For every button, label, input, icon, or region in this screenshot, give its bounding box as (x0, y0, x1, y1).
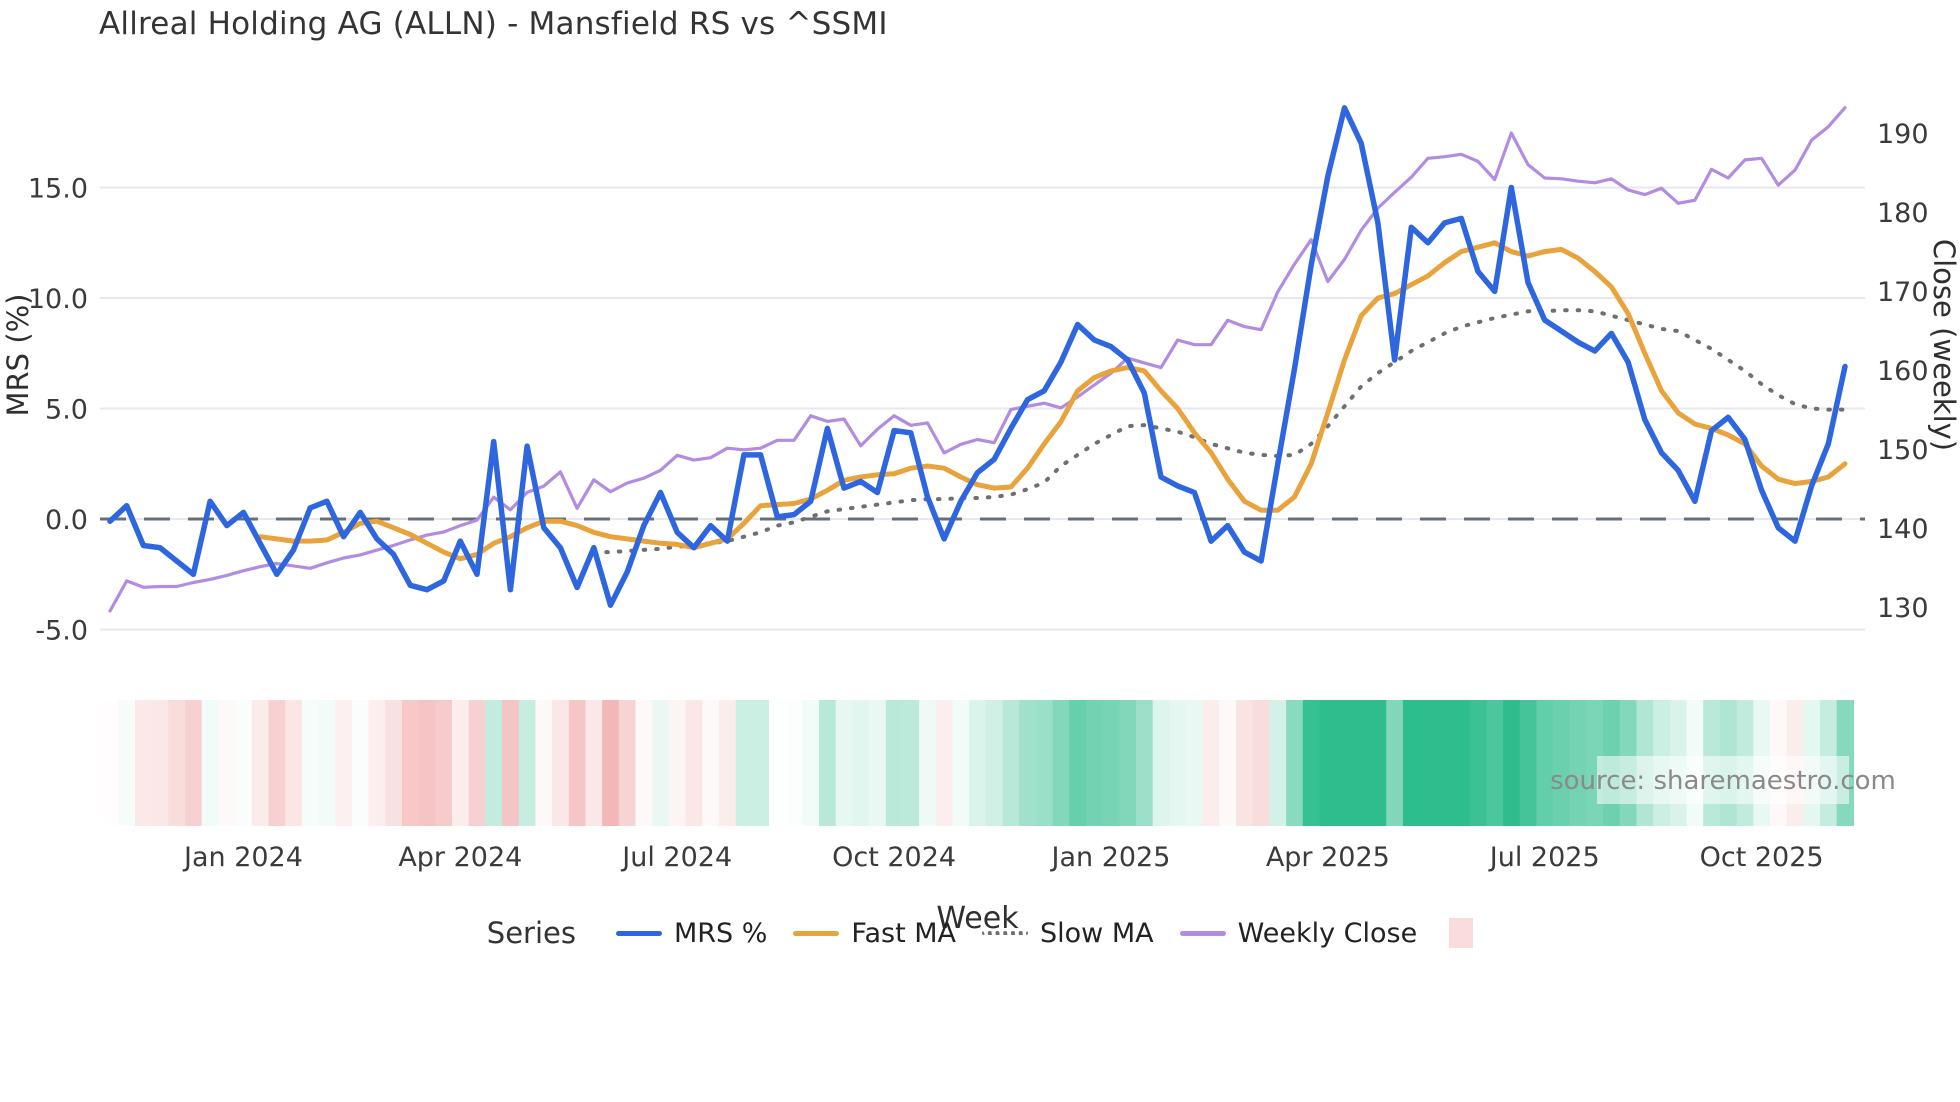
svg-text:130: 130 (1877, 593, 1929, 624)
svg-text:Jan 2025: Jan 2025 (1050, 842, 1171, 873)
svg-text:Jan 2024: Jan 2024 (182, 842, 303, 873)
legend-label-fast-ma: Fast MA (851, 917, 957, 949)
slow-ma-line-swatch-icon (982, 931, 1029, 935)
svg-text:Apr 2024: Apr 2024 (398, 842, 522, 873)
heatmap-swatch-icon (1449, 918, 1474, 948)
source-watermark: source: sharemaestro.com (1550, 766, 1896, 796)
svg-text:Oct 2024: Oct 2024 (832, 842, 956, 873)
svg-text:Oct 2025: Oct 2025 (1700, 842, 1824, 873)
svg-text:180: 180 (1877, 198, 1929, 229)
svg-text:0.0: 0.0 (45, 505, 88, 536)
svg-text:-5.0: -5.0 (35, 616, 88, 647)
svg-text:Apr 2025: Apr 2025 (1266, 842, 1390, 873)
legend-label-mrs: MRS % (673, 917, 768, 949)
svg-text:Jul 2025: Jul 2025 (1488, 842, 1600, 873)
svg-text:Close (weekly): Close (weekly) (1927, 239, 1960, 451)
svg-text:140: 140 (1877, 514, 1929, 545)
svg-text:160: 160 (1877, 356, 1929, 387)
legend-item-weekly-close: Weekly Close (1179, 917, 1418, 949)
legend-item-fast-ma: Fast MA (793, 918, 956, 949)
fast-ma-line-swatch-icon (793, 930, 840, 936)
legend-item-mrs: MRS % (615, 917, 768, 949)
legend-item-slow-ma: Slow MA (982, 918, 1154, 949)
svg-text:170: 170 (1877, 277, 1929, 308)
svg-text:10.0: 10.0 (28, 284, 88, 315)
svg-text:15.0: 15.0 (28, 174, 88, 205)
svg-text:MRS (%): MRS (%) (1, 294, 35, 417)
svg-text:5.0: 5.0 (45, 395, 88, 426)
svg-text:Jul 2024: Jul 2024 (620, 842, 732, 873)
svg-text:Week: Week (936, 901, 1019, 936)
chart-title: Allreal Holding AG (ALLN) - Mansfield RS… (99, 6, 888, 42)
svg-text:190: 190 (1877, 119, 1929, 150)
legend-label-slow-ma: Slow MA (1040, 917, 1154, 949)
chart-legend: Series MRS % Fast MA Slow MA Weekly Clos… (0, 916, 1960, 950)
legend-title: Series (486, 916, 576, 950)
mrs-line-swatch-icon (615, 930, 662, 936)
weekly-close-line-swatch-icon (1179, 930, 1226, 936)
svg-text:150: 150 (1877, 435, 1929, 466)
legend-label-weekly-close: Weekly Close (1237, 917, 1418, 949)
